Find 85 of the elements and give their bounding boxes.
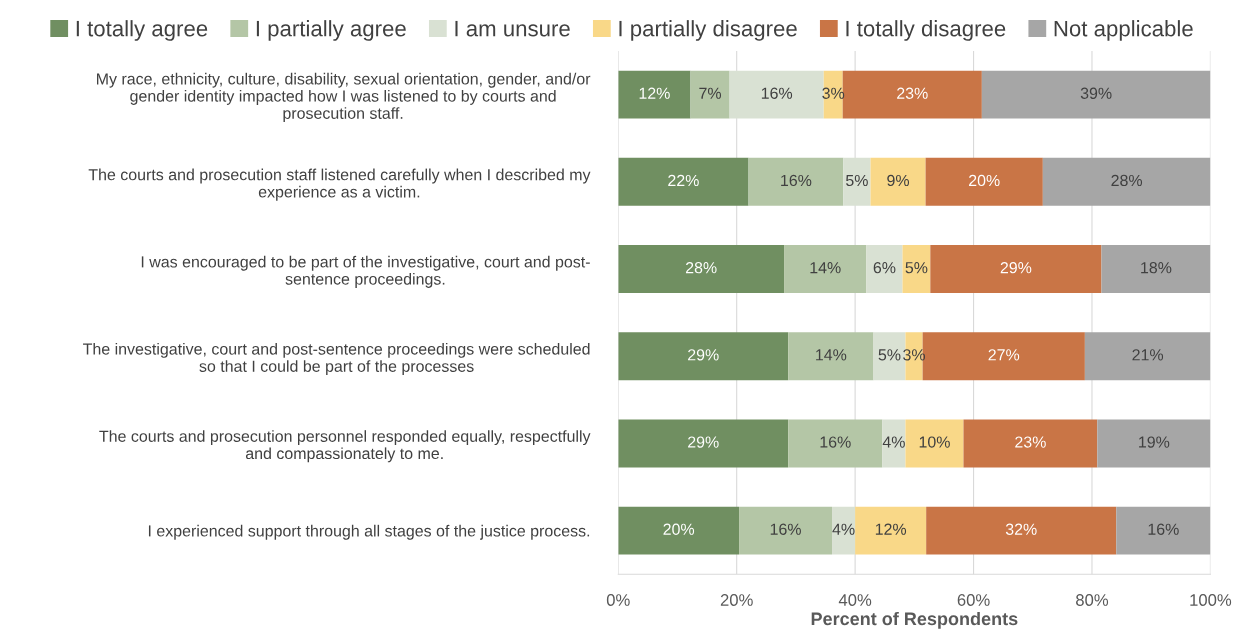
data-label: 9%	[887, 174, 910, 187]
bar	[618, 506, 740, 555]
y-tick-label: The investigative, court and post-sentence proceedings were scheduled so that I could be part of the processes	[83, 342, 590, 376]
bar	[981, 70, 1211, 119]
data-label: 12%	[875, 523, 907, 535]
data-label: 3%	[903, 349, 926, 361]
bar	[618, 332, 789, 381]
bar	[618, 245, 785, 293]
bar	[925, 157, 1043, 206]
bar	[748, 157, 844, 206]
bar	[788, 419, 883, 468]
data-label: 20%	[969, 174, 1000, 187]
x-tick-label: 20%	[720, 594, 753, 606]
legend-label: I totally agree	[76, 20, 208, 41]
data-label: 16%	[781, 174, 812, 187]
legend-label: I partially disagree	[619, 20, 797, 41]
y-tick-label: The courts and prosecution staff listened carefully when I described my experience as a victim.	[88, 168, 591, 201]
data-label: 29%	[688, 349, 719, 361]
data-label: 27%	[988, 349, 1020, 361]
y-tick-label: I was encouraged to be part of the investigative, court and post- sentence proceedings.	[141, 255, 590, 288]
legend-label: I totally disagree	[846, 20, 1006, 41]
bar	[788, 332, 874, 381]
data-label: 16%	[761, 87, 793, 99]
data-label: 28%	[685, 262, 717, 274]
data-label: 5%	[878, 349, 901, 361]
bar	[1116, 506, 1211, 555]
bar	[866, 245, 903, 293]
data-label: 4%	[882, 436, 905, 448]
data-label: 39%	[1080, 87, 1112, 99]
y-tick-label: My race, ethnicity, culture, disability, sexual orientation, gender, and/or gender identity impacted how I was listened to by courts and prosecution staff.	[97, 72, 591, 123]
legend-label: I partially agree	[256, 20, 406, 41]
data-label: 18%	[1141, 262, 1172, 274]
x-tick-label: 60%	[957, 594, 990, 606]
x-axis-title: Percent of Respondents	[811, 611, 1018, 629]
bar	[618, 157, 749, 206]
data-label: 16%	[820, 436, 851, 448]
bar	[930, 245, 1102, 293]
data-label: 29%	[688, 436, 719, 448]
bar	[905, 419, 964, 468]
y-tick-label: The courts and prosecution personnel responded equally, respectfully and compassionately to me.	[99, 430, 591, 463]
bar	[963, 419, 1098, 468]
data-label: 23%	[1015, 436, 1046, 448]
data-label: 5%	[846, 174, 868, 187]
data-label: 10%	[919, 436, 950, 448]
bar	[926, 506, 1117, 555]
data-label: 28%	[1111, 174, 1143, 187]
data-label: 16%	[1148, 523, 1179, 535]
data-label: 7%	[699, 87, 722, 99]
legend-label: Not applicable	[1054, 20, 1193, 41]
bar	[739, 506, 833, 555]
bar	[882, 419, 906, 468]
bar	[784, 245, 867, 293]
data-label: 3%	[822, 87, 845, 99]
data-label: 22%	[668, 174, 699, 187]
data-label: 29%	[1000, 262, 1032, 274]
x-tick-label: 80%	[1076, 594, 1109, 606]
bar	[823, 70, 843, 119]
data-label: 23%	[897, 87, 928, 99]
data-label: 5%	[905, 262, 928, 274]
x-tick-label: 0%	[606, 594, 630, 606]
data-label: 32%	[1005, 523, 1037, 535]
bar	[618, 419, 789, 468]
legend-label: I am unsure	[455, 20, 570, 37]
bar	[1042, 157, 1211, 206]
data-label: 21%	[1132, 349, 1164, 361]
bar	[618, 70, 691, 119]
x-tick-label: 40%	[838, 594, 872, 606]
data-label: 19%	[1139, 436, 1170, 448]
bar	[690, 70, 730, 119]
data-label: 14%	[816, 349, 847, 361]
data-label: 14%	[810, 262, 841, 274]
y-tick-label: I experienced support through all stages of the justice process.	[148, 524, 590, 540]
bar	[1084, 332, 1211, 381]
data-label: 20%	[663, 523, 695, 535]
x-tick-label: 100%	[1190, 594, 1232, 606]
data-label: 12%	[639, 87, 670, 99]
bar	[1101, 245, 1211, 293]
bar	[902, 245, 931, 293]
data-label: 16%	[770, 523, 801, 535]
bar	[855, 506, 927, 555]
bar	[905, 332, 923, 381]
bar	[1097, 419, 1211, 468]
data-label: 6%	[873, 262, 896, 274]
bar	[870, 157, 926, 206]
data-label: 4%	[832, 523, 855, 535]
